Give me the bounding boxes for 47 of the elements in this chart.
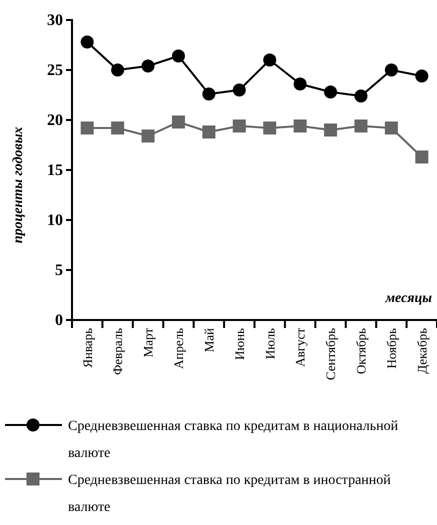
y-tick-label: 10 [47,212,63,230]
x-tick-label: Март [140,328,156,358]
x-axis-title: месяцы [384,291,432,306]
legend-label: Средневзвешенная ставка по кредитам в национальной валюте [68,419,399,461]
point [324,86,338,98]
x-tick-label: Июль [262,328,278,360]
y-tick-label: 5 [55,262,63,280]
point [202,126,216,138]
point [294,120,307,132]
x-tick-label: Сентябрь [323,328,338,380]
point [80,36,94,48]
point [172,116,185,128]
y-axis-title: проценты годовых [11,126,26,244]
point [202,88,216,100]
point [354,90,368,102]
x-tick-label: Ноябрь [384,328,399,369]
point [80,122,94,134]
x-tick-label: Август [292,328,308,367]
y-tick-label: 15 [47,162,63,180]
y-tick-label: 0 [55,312,63,330]
x-tick-label: Январь [80,328,95,368]
y-tick-label: 20 [47,112,63,130]
point [111,64,124,76]
point [324,124,338,136]
point [232,84,246,96]
point [263,54,276,66]
point [263,122,276,134]
x-tick-label: Июнь [232,328,247,360]
point [172,50,185,62]
point [354,120,368,132]
x-tick-label: Декабрь [414,328,430,374]
point [384,122,398,134]
point [142,60,155,72]
point [415,150,428,164]
point [294,78,307,90]
point [232,120,246,132]
y-tick-label: 25 [47,62,63,80]
x-tick-label: Апрель [171,328,186,370]
y-tick-label: 30 [47,12,63,30]
point [415,70,428,82]
x-tick-label: Октябрь [354,328,369,374]
point [142,130,155,142]
legend-label: Средневзвешенная ставка по кредитам в иностранной валюте [68,473,392,515]
x-tick-label: Май [201,328,216,352]
x-tick-label: Февраль [110,328,126,375]
point [384,64,398,76]
point [111,122,124,134]
